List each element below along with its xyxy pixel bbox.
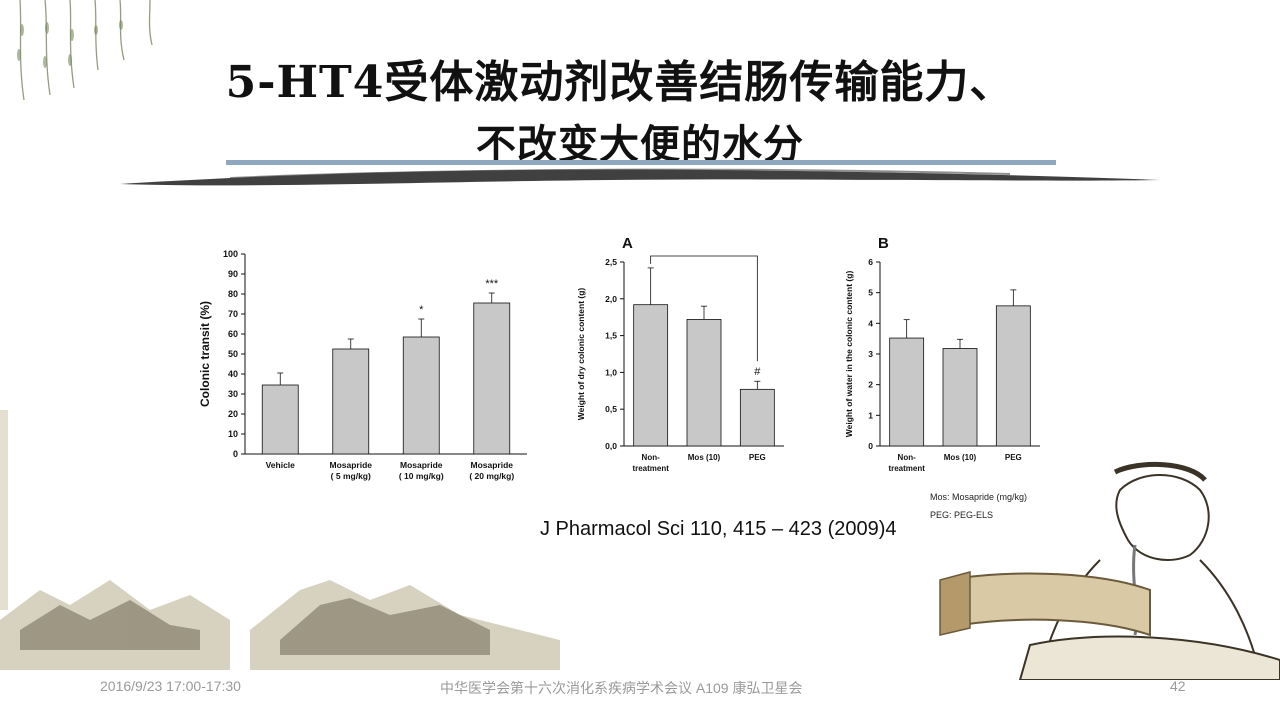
comparison-bracket — [650, 255, 758, 362]
significance-mark: * — [419, 304, 424, 316]
chart-water-colonic-content: 0 1 2 3 4 5 6 Weight of water in the colonic co… — [844, 235, 1040, 473]
category-label: ( 5 mg/kg) — [331, 471, 371, 481]
y-tick-label: 50 — [228, 349, 238, 359]
bar — [473, 302, 511, 455]
panel-label: A — [622, 235, 633, 252]
y-tick-label: 20 — [228, 409, 238, 419]
category-label: PEG — [749, 453, 766, 462]
title-line-1: 5-HT4受体激动剂改善结肠传输能力、 — [225, 57, 1015, 108]
category-label: ( 10 mg/kg) — [399, 471, 444, 481]
willow-branch-decoration — [17, 0, 153, 101]
citation: J Pharmacol Sci 110, 415 – 423 (2009)4 — [540, 518, 897, 540]
significance-mark: *** — [485, 278, 499, 290]
scholar-illustration — [939, 462, 1280, 680]
y-tick-label: 1 — [868, 410, 873, 420]
bar — [402, 336, 440, 455]
y-tick-label: 90 — [228, 269, 238, 279]
left-edge-texture — [0, 410, 8, 610]
category-label: Non- — [642, 453, 661, 462]
y-tick-label: 1,5 — [605, 331, 617, 341]
y-tick-label: 60 — [228, 329, 238, 339]
bar — [995, 305, 1031, 447]
significance-mark: # — [754, 366, 761, 378]
category-label: Non- — [898, 453, 917, 462]
y-tick-label: 0,5 — [605, 404, 617, 414]
bar — [332, 348, 370, 455]
category-label: treatment — [888, 464, 925, 473]
category-label: Mos (10) — [688, 453, 721, 462]
category-label: Mosapride — [400, 460, 443, 470]
mountain-painting-decoration — [0, 580, 560, 670]
y-tick-label: 5 — [868, 288, 873, 298]
y-tick-label: 3 — [868, 349, 873, 359]
y-tick-label: 1,0 — [605, 367, 617, 377]
chart-colonic-transit: 0 10 20 30 40 50 60 70 80 90 100 Colonic transit (%… — [198, 249, 527, 481]
footer-event: 中华医学会第十六次消化系疾病学术会议 A109 康弘卫星会 — [440, 680, 803, 696]
y-tick-label: 2 — [868, 380, 873, 390]
bar — [739, 388, 775, 447]
y-axis-label: Weight of dry colonic content (g) — [576, 288, 586, 421]
category-label: PEG — [1005, 453, 1022, 462]
y-axis-label: Weight of water in the colonic content (… — [844, 271, 854, 438]
category-label: ( 20 mg/kg) — [469, 471, 514, 481]
y-tick-label: 2,5 — [605, 257, 617, 267]
category-label: Vehicle — [266, 460, 296, 470]
y-tick-label: 10 — [228, 429, 238, 439]
y-axis-label: Colonic transit (%) — [198, 301, 212, 407]
page-number: 42 — [1170, 678, 1186, 694]
bar — [633, 304, 669, 447]
footer-date: 2016/9/23 17:00-17:30 — [100, 678, 241, 694]
y-tick-label: 100 — [223, 249, 238, 259]
category-label: Mosapride — [329, 460, 372, 470]
y-tick-label: 40 — [228, 369, 238, 379]
chart-dry-colonic-content: 0,0 0,5 1,0 1,5 2,0 2,5 Weight of dry colonic … — [576, 235, 784, 473]
bar — [889, 337, 925, 447]
y-tick-label: 70 — [228, 309, 238, 319]
category-label: treatment — [632, 464, 669, 473]
bar — [261, 384, 299, 455]
y-tick-label: 4 — [868, 318, 873, 328]
legend-peg: PEG: PEG-ELS — [930, 510, 994, 520]
title-underline-decoration — [120, 160, 1160, 186]
panel-label: B — [878, 235, 889, 252]
y-tick-label: 0 — [868, 441, 873, 451]
y-tick-label: 0,0 — [605, 441, 617, 451]
y-tick-label: 0 — [233, 449, 238, 459]
category-label: Mosapride — [470, 460, 513, 470]
legend-mos: Mos: Mosapride (mg/kg) — [930, 492, 1028, 502]
y-tick-label: 30 — [228, 389, 238, 399]
bar — [942, 348, 978, 447]
y-tick-label: 6 — [868, 257, 873, 267]
y-tick-label: 2,0 — [605, 294, 617, 304]
bar — [686, 319, 722, 447]
category-label: Mos (10) — [944, 453, 977, 462]
y-tick-label: 80 — [228, 289, 238, 299]
